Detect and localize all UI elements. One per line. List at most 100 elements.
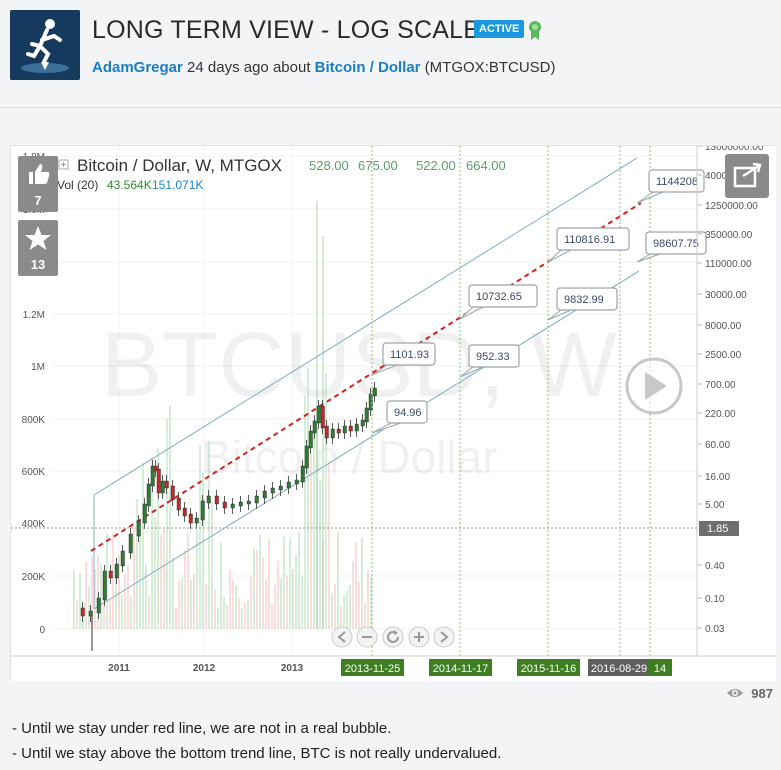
volume-bar xyxy=(268,538,270,629)
volume-bar xyxy=(283,536,285,629)
zoom-out-icon[interactable] xyxy=(356,626,378,648)
volume-bar xyxy=(130,596,132,629)
candle xyxy=(164,480,169,489)
chart-zoom-toolbar[interactable] xyxy=(331,626,455,648)
view-count: 987 xyxy=(751,686,773,701)
callout-box xyxy=(556,227,630,251)
callout-box xyxy=(556,287,618,311)
volume-bar xyxy=(127,565,129,629)
volume-bar xyxy=(94,569,96,629)
reset-icon[interactable] xyxy=(382,626,404,648)
volume-bar xyxy=(169,405,171,629)
candle xyxy=(364,407,369,423)
share-icon[interactable] xyxy=(725,154,769,198)
volume-bar xyxy=(151,457,153,629)
volume-bar xyxy=(223,597,225,629)
volume-bar xyxy=(238,598,240,629)
idea-header: LONG TERM VIEW - LOG SCALE ACTIVE AdamGr… xyxy=(0,0,781,108)
candle xyxy=(142,503,147,524)
right-tick-label: 0.40 xyxy=(705,561,725,572)
right-tick-label: 30000.00 xyxy=(705,290,747,301)
volume-bar xyxy=(220,542,222,629)
right-tick-label: 2500.00 xyxy=(705,350,742,361)
legend-close: 664.00 xyxy=(466,158,506,173)
candle xyxy=(194,517,199,524)
candle xyxy=(360,419,365,427)
right-axis: 13000000.004000000.001250000.00350000.00… xyxy=(697,146,764,635)
callout-label: 9832.99 xyxy=(564,294,604,306)
author-avatar[interactable] xyxy=(10,10,80,80)
right-tick-label: 60.00 xyxy=(705,440,730,451)
legend-volume-ma: 151.071K xyxy=(152,178,203,192)
right-tick-label: 220.00 xyxy=(705,409,736,420)
right-tick-label: 350000.00 xyxy=(705,230,753,241)
candle xyxy=(304,445,309,469)
page-title: LONG TERM VIEW - LOG SCALE xyxy=(92,16,481,44)
chart-panel[interactable]: BTCUSD, W Bitcoin / Dollar 1101.93 94.96 1… xyxy=(10,145,776,681)
play-icon[interactable] xyxy=(625,357,683,415)
candle xyxy=(330,428,335,439)
zoom-in-icon[interactable] xyxy=(408,626,430,648)
candle xyxy=(182,507,187,517)
volume-bar xyxy=(256,549,258,629)
author-link[interactable]: AdamGregar xyxy=(92,59,183,76)
candle xyxy=(312,420,317,434)
left-tick-label: 1M xyxy=(31,362,45,373)
callout-label: 98607.75 xyxy=(653,238,699,250)
volume-bar xyxy=(331,592,333,629)
idea-subtitle: AdamGregar 24 days ago about Bitcoin / D… xyxy=(92,59,556,76)
volume-bar xyxy=(166,418,168,629)
candle xyxy=(270,487,275,494)
volume-bar xyxy=(247,600,249,629)
scroll-right-icon[interactable] xyxy=(433,626,455,648)
callout-label: 1101.93 xyxy=(390,349,429,361)
chart[interactable]: BTCUSD, W Bitcoin / Dollar 1101.9394.961… xyxy=(11,146,776,681)
x-tick-label: 2012 xyxy=(193,663,216,674)
candle xyxy=(80,607,85,617)
volume-bar xyxy=(319,480,321,629)
date-marker-label: 2014-11-17 xyxy=(433,663,488,675)
favorite-button[interactable]: 13 xyxy=(18,220,58,276)
candle xyxy=(336,428,341,434)
callout-box xyxy=(468,344,520,368)
volume-bar xyxy=(322,236,324,629)
left-tick-label: 200K xyxy=(22,572,46,583)
candle xyxy=(348,425,353,432)
candle xyxy=(156,468,161,494)
price-annotations[interactable]: 1101.93 94.96 10732.65 952.33 110816.91 9832.… xyxy=(371,169,707,434)
callout-box xyxy=(386,400,428,424)
candle xyxy=(146,483,151,507)
candle xyxy=(262,490,267,499)
like-button[interactable]: 7 xyxy=(18,156,58,212)
volume-bar xyxy=(313,420,315,629)
candle xyxy=(238,501,243,507)
volume-bar xyxy=(76,599,78,629)
candle xyxy=(206,495,211,504)
volume-bar xyxy=(115,575,117,629)
volume-bar xyxy=(124,573,126,629)
volume-bar xyxy=(250,575,252,629)
callout-label: 110816.91 xyxy=(564,234,615,246)
symbol-link[interactable]: Bitcoin / Dollar xyxy=(314,59,421,76)
status-badge: ACTIVE xyxy=(474,20,525,38)
left-tick-label: 400K xyxy=(22,519,46,530)
candle xyxy=(120,550,125,567)
volume-bar xyxy=(295,554,297,629)
scroll-left-icon[interactable] xyxy=(331,626,353,648)
candle xyxy=(324,425,329,439)
right-tick-label: 0.03 xyxy=(705,624,725,635)
candle xyxy=(214,495,219,505)
date-marker-label: 2013-11-25 xyxy=(345,663,400,675)
volume-bar xyxy=(301,575,303,629)
volume-bar xyxy=(202,472,204,629)
legend-open: 528.00 xyxy=(309,158,349,173)
date-marker-bg xyxy=(429,659,492,676)
volume-bar xyxy=(175,607,177,629)
candle xyxy=(308,430,313,449)
ribbon-icon xyxy=(529,21,541,40)
right-tick-label: 13000000.00 xyxy=(705,146,764,153)
volume-bar xyxy=(112,532,114,629)
volume-bar xyxy=(178,580,180,629)
volume-bar xyxy=(346,590,348,629)
volume-bar xyxy=(289,537,291,629)
